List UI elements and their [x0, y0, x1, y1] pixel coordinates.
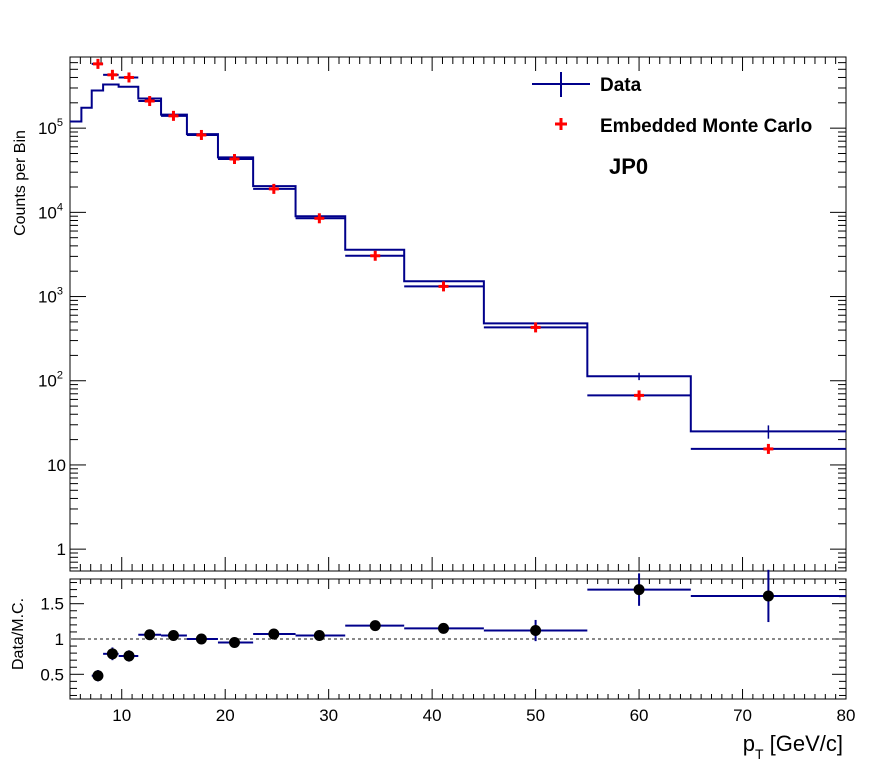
data-histogram-line — [70, 83, 846, 433]
mc-point — [370, 250, 381, 261]
y-tick-label-exponent: 3 — [57, 286, 63, 298]
ratio-y-tick-label: 1 — [55, 630, 64, 649]
ratio-marker — [313, 629, 325, 641]
legend-data-label: Data — [600, 75, 642, 96]
ratio-marker — [195, 633, 207, 645]
mc-point — [92, 58, 103, 69]
mc-series — [91, 58, 846, 454]
legend-mc-marker-icon — [555, 118, 567, 130]
ratio-point — [587, 573, 691, 606]
ratio-marker — [167, 629, 179, 641]
y-tick-label-mantissa: 10 — [38, 203, 57, 222]
mc-point — [438, 281, 449, 292]
ratio-point — [118, 650, 139, 662]
mc-point — [107, 69, 118, 80]
y-tick-label-exponent: 2 — [57, 370, 63, 382]
x-tick-label: 20 — [216, 706, 235, 725]
ratio-panel: 0.5 1 1.5 10 20 30 40 50 60 70 80 Data/M.C. pT [G… — [10, 569, 855, 762]
x-tick-label: 10 — [112, 706, 131, 725]
ratio-point — [483, 619, 588, 642]
ratio-point — [295, 629, 346, 641]
mc-point — [144, 96, 155, 107]
y-tick-label: 1 — [57, 540, 66, 559]
x-axis-title-unit: [GeV/c] — [764, 731, 843, 756]
y-tick-label-mantissa: 10 — [38, 372, 57, 391]
y-tick-label-exponent: 4 — [57, 201, 63, 213]
x-tick-label: 50 — [526, 706, 545, 725]
mc-point — [314, 213, 325, 224]
mc-point — [530, 322, 541, 333]
ratio-marker — [369, 620, 381, 632]
ratio-marker — [92, 670, 104, 682]
y-tick-label-mantissa: 10 — [38, 288, 57, 307]
y-tick-label: 103 — [38, 286, 63, 307]
mc-point — [123, 72, 134, 83]
ratio-point — [690, 569, 846, 623]
data-series — [70, 83, 846, 439]
x-axis-title-main: p — [743, 731, 755, 756]
ratio-marker — [144, 629, 156, 641]
y-tick-label: 10 — [47, 456, 66, 475]
ratio-marker — [530, 625, 542, 637]
ratio-y-tick-labels: 0.5 1 1.5 — [40, 595, 64, 685]
legend: Data Embedded Monte Carlo — [532, 72, 812, 137]
x-tick-labels: 10 20 30 40 50 60 70 80 — [112, 706, 855, 725]
ratio-point — [161, 629, 187, 641]
ratio-marker — [438, 622, 450, 634]
main-y-axis-title: Counts per Bin — [12, 130, 29, 236]
ratio-marker — [762, 590, 774, 602]
y-tick-label-exponent: 5 — [57, 117, 63, 129]
x-axis-title-sub: T — [755, 746, 764, 762]
y-tick-label: 102 — [38, 370, 63, 391]
ratio-marker — [633, 584, 645, 596]
y-tick-label: 105 — [38, 117, 63, 138]
ratio-point — [103, 647, 119, 661]
mc-point — [229, 154, 240, 165]
x-axis-title: pT [GeV/c] — [743, 731, 843, 762]
ratio-point — [345, 620, 405, 632]
ratio-point — [91, 670, 104, 682]
mc-point — [268, 183, 279, 194]
ratio-marker — [229, 637, 241, 649]
main-plot-frame — [69, 56, 847, 572]
ratio-marker — [268, 628, 280, 640]
ratio-series — [91, 569, 846, 682]
mc-point — [634, 390, 645, 401]
ratio-point — [404, 622, 484, 634]
ratio-point — [217, 637, 254, 649]
trigger-label: JP0 — [609, 154, 648, 179]
x-tick-label: 70 — [733, 706, 752, 725]
mc-point — [763, 443, 774, 454]
mc-point — [168, 110, 179, 121]
ratio-point — [138, 629, 162, 641]
ratio-marker — [123, 650, 135, 662]
ratio-y-axis-title: Data/M.C. — [10, 598, 27, 670]
y-tick-label: 104 — [38, 201, 63, 222]
mc-point — [196, 129, 207, 140]
x-tick-label: 80 — [837, 706, 856, 725]
y-tick-label-mantissa: 10 — [38, 119, 57, 138]
ratio-y-tick-label: 1.5 — [40, 595, 64, 614]
x-tick-label: 40 — [423, 706, 442, 725]
ratio-point — [186, 633, 218, 645]
legend-mc-label: Embedded Monte Carlo — [600, 116, 812, 137]
ratio-marker — [106, 648, 118, 660]
x-tick-label: 30 — [319, 706, 338, 725]
ratio-point — [253, 628, 296, 640]
x-tick-label: 60 — [630, 706, 649, 725]
ratio-y-tick-label: 0.5 — [40, 665, 64, 684]
ratio-axis-ticks — [70, 579, 846, 699]
